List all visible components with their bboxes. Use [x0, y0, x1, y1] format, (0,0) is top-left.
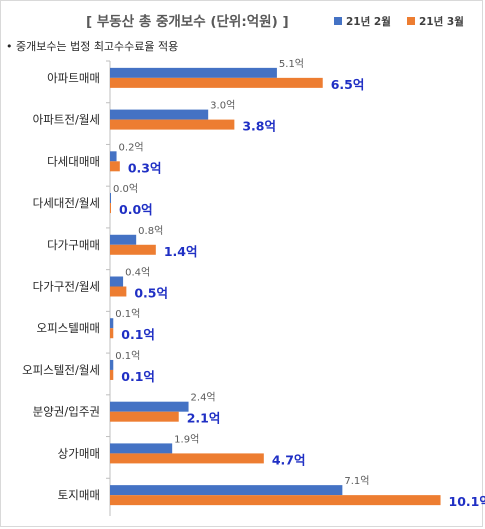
legend-item-mar: 21년 3월 [407, 14, 464, 28]
bar-mar [110, 411, 179, 422]
data-label-feb: 0.1억 [115, 308, 140, 320]
data-label-feb: 3.0억 [210, 100, 235, 112]
bar-feb [110, 109, 209, 120]
bar-mar [110, 286, 127, 297]
category-label: 오피스텔매매 [37, 321, 100, 335]
data-label-mar: 0.1억 [121, 369, 155, 384]
bar-mar [110, 203, 111, 214]
category-label: 아파트전/월세 [33, 113, 100, 127]
data-label-mar: 3.8억 [242, 119, 276, 134]
category-label: 토지매매 [58, 488, 100, 502]
bar-mar [110, 244, 156, 255]
legend-label-feb: 21년 2월 [346, 15, 391, 28]
bar-mar [110, 119, 235, 130]
chart-title: [ 부동산 총 중개보수 (단위:억원) ] [86, 14, 289, 30]
category-label: 다가구전/월세 [33, 280, 100, 294]
data-label-mar: 4.7억 [272, 452, 306, 467]
category-label: 다가구매매 [47, 238, 100, 252]
bar-feb [110, 443, 173, 454]
category-label: 다세대전/월세 [33, 196, 100, 210]
bar-mar [110, 453, 264, 464]
data-label-mar: 0.0억 [119, 202, 153, 217]
legend-label-mar: 21년 3월 [419, 15, 464, 28]
bar-feb [110, 151, 117, 162]
data-label-feb: 0.1억 [115, 350, 140, 362]
data-label-mar: 10.1억 [449, 494, 485, 509]
bar-feb [110, 485, 343, 496]
category-label: 아파트매매 [47, 71, 100, 85]
data-label-feb: 7.1억 [344, 475, 369, 487]
bar-feb [110, 318, 114, 329]
data-label-mar: 0.1억 [121, 327, 155, 342]
data-label-mar: 6.5억 [331, 77, 365, 92]
data-label-feb: 2.4억 [191, 392, 216, 404]
bar-mar [110, 369, 114, 380]
category-label: 상가매매 [58, 446, 100, 460]
data-label-feb: 5.1억 [279, 58, 304, 70]
legend-item-feb: 21년 2월 [334, 14, 391, 28]
data-label-feb: 0.4억 [125, 267, 150, 279]
data-label-feb: 1.9억 [174, 433, 199, 445]
category-label: 분양권/입주권 [33, 405, 100, 419]
legend-swatch-feb [334, 17, 342, 25]
data-label-mar: 0.3억 [128, 160, 162, 175]
bar-feb [110, 401, 189, 412]
bar-mar [110, 77, 323, 88]
legend-swatch-mar [407, 17, 415, 25]
data-label-feb: 0.0억 [113, 183, 138, 195]
bar-feb [110, 359, 114, 370]
bar-feb [110, 67, 277, 78]
data-label-feb: 0.2억 [119, 141, 144, 153]
bar-feb [110, 234, 137, 245]
bar-feb [110, 193, 111, 204]
bar-mar [110, 161, 120, 172]
fee-note: • 중개보수는 법정 최고수수료율 적용 [6, 40, 179, 53]
category-label: 다세대매매 [47, 154, 100, 168]
bar-feb [110, 276, 124, 287]
category-label: 오피스텔전/월세 [22, 363, 100, 377]
data-label-mar: 1.4억 [164, 244, 198, 259]
data-label-mar: 2.1억 [187, 411, 221, 426]
bar-mar [110, 495, 441, 506]
bar-mar [110, 328, 114, 339]
data-label-mar: 0.5억 [134, 286, 168, 301]
data-label-feb: 0.8억 [138, 225, 163, 237]
